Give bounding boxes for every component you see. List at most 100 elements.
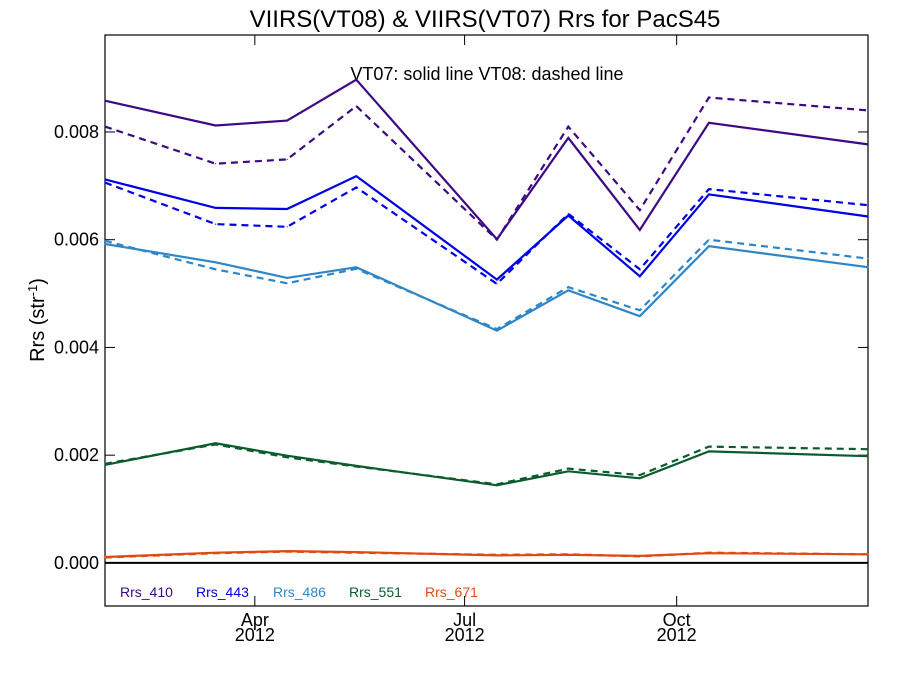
data-point [708,446,710,448]
data-point [567,468,569,470]
data-point [286,277,288,279]
data-point [567,289,569,291]
y-tick-label: 0.008 [54,122,99,142]
data-point [567,553,569,555]
data-point [708,552,710,554]
y-axis-label: Rrs (str-1) [25,278,49,362]
y-tick-label: 0.000 [54,553,99,573]
series-line [104,78,869,241]
data-point [867,215,869,218]
data-point [496,554,498,556]
data-point [355,552,357,554]
data-point [639,477,641,479]
data-point [286,551,288,553]
x-tick-label-year: 2012 [445,625,485,645]
x-tick-label-month: Jul [453,610,476,630]
data-point [355,186,357,188]
data-point [286,226,288,228]
series-Rrs_551-dashed [104,443,869,486]
x-tick-label-year: 2012 [235,625,275,645]
data-point [708,96,710,99]
data-point [567,470,569,472]
series-group [104,78,869,559]
data-point [496,330,498,332]
data-point [215,207,217,209]
data-point [286,456,288,458]
data-point [867,204,869,206]
data-point [215,268,217,270]
x-tick-label-month: Oct [663,610,691,630]
x-tick-label-year: 2012 [657,625,697,645]
series-Rrs_671-dashed [104,550,869,559]
y-axis-label-main: Rrs (str [27,296,49,362]
data-point [286,455,288,457]
data-point [639,268,641,270]
axis-ticks: 0.0000.0020.0040.0060.008Apr2012Jul2012O… [54,35,868,645]
data-point [104,126,106,128]
data-point [708,188,710,190]
data-point [867,143,869,145]
data-point [867,258,869,260]
data-point [708,239,710,241]
series-line [104,96,869,242]
y-axis-label-close: ) [27,278,49,285]
y-tick-label: 0.006 [54,230,99,250]
data-point [639,309,641,311]
series-line [104,442,869,487]
legend-item-Rrs_410: Rrs_410 [120,584,173,600]
data-point [355,266,357,268]
series-Rrs_443-dashed [104,181,869,286]
data-point [104,243,106,245]
legend-item-Rrs_443: Rrs_443 [196,584,249,600]
data-point [104,100,106,102]
data-point [867,109,869,111]
data-point [215,552,217,554]
data-point [104,463,106,465]
data-point [708,450,710,452]
line-style-annotation: VT07: solid line VT08: dashed line [350,64,623,84]
data-point [286,158,288,160]
data-point [639,474,641,476]
data-point [639,229,641,231]
data-point [867,455,869,457]
data-point [867,553,869,555]
data-point [639,209,641,211]
data-point [355,465,357,468]
data-point [639,275,641,277]
data-point [215,443,217,445]
data-point [215,261,217,263]
data-point [104,178,106,180]
data-point [567,126,569,128]
y-tick-label: 0.002 [54,445,99,465]
data-point [708,122,710,124]
data-point [215,124,217,127]
series-Rrs_410-solid [104,78,869,241]
plot-frame [104,34,869,607]
data-point [286,120,288,122]
series-Rrs_410-dashed [104,96,869,242]
data-point [355,175,357,177]
data-point [104,182,106,184]
data-point [639,555,641,558]
legend-item-Rrs_671: Rrs_671 [425,584,478,600]
series-Rrs_551-solid [104,442,869,487]
data-point [567,137,569,139]
data-point [355,105,357,107]
data-point [708,193,710,195]
data-point [867,448,869,450]
data-point [104,240,106,242]
data-point [496,279,498,281]
chart-title: VIIRS(VT08) & VIIRS(VT07) Rrs for PacS45 [250,6,721,33]
legend-item-Rrs_486: Rrs_486 [273,584,326,600]
data-point [496,283,498,285]
y-axis-label-sup: -1 [25,285,40,297]
series-Rrs_443-solid [104,174,869,282]
legend: Rrs_410 Rrs_443 Rrs_486 Rrs_551 Rrs_671 [120,584,478,600]
series-Rrs_486-dashed [104,238,869,331]
data-point [496,328,498,330]
data-point [215,223,217,225]
series-line [104,242,869,332]
series-line [104,181,869,286]
data-point [496,239,498,241]
